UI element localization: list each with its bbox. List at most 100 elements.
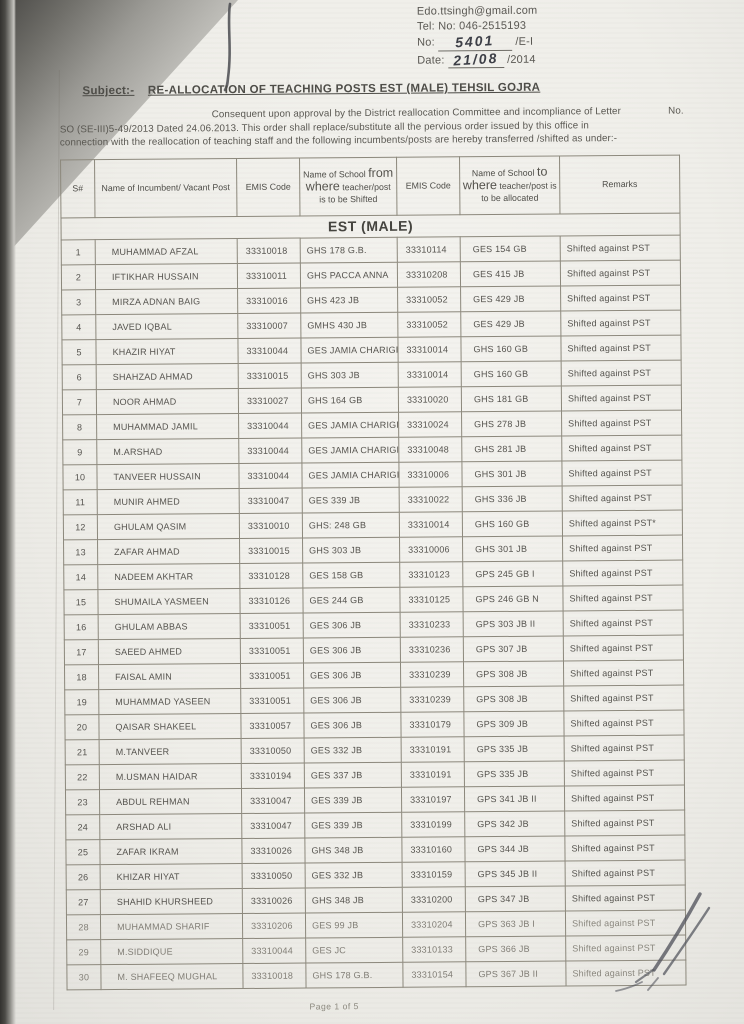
cell-emis-to: 33310114	[397, 236, 461, 263]
cell-school-to: GPS 341 JB II	[464, 785, 565, 812]
handwritten-date: 21/08	[452, 49, 499, 69]
cell-incumbent-name: MUHAMMAD SHARIF	[100, 913, 243, 940]
cell-school-from: GES 339 JB	[304, 812, 402, 838]
cell-remarks: Shifted against PST	[561, 434, 682, 461]
cell-incumbent-name: SAEED AHMED	[98, 638, 241, 665]
cell-remarks: Shifted against PST	[564, 759, 685, 786]
cell-incumbent-name: M.TANVEER	[99, 738, 242, 765]
cell-remarks: Shifted against PST*	[562, 509, 683, 536]
cell-emis-from: 33310194	[241, 762, 305, 789]
cell-emis-to: 33310020	[398, 386, 462, 413]
cell-emis-from: 33310027	[238, 387, 302, 414]
cell-school-from: GHS 178 G.B.	[300, 237, 398, 263]
cell-incumbent-name: MUHAMMAD AFZAL	[95, 238, 238, 265]
cell-school-from: GHS 164 GB	[301, 387, 399, 413]
cell-school-to: GPS 344 JB	[464, 835, 566, 862]
cell-school-to: GPS 342 JB	[464, 810, 565, 837]
cell-school-to: GPS 309 JB	[463, 710, 565, 737]
cell-school-from: GES JAMIA CHARIGIA	[301, 412, 399, 438]
cell-serial: 1	[61, 239, 96, 265]
cell-remarks: Shifted against PST	[564, 734, 685, 761]
cell-emis-to: 33310233	[400, 611, 464, 638]
cell-school-to: GPS 363 JB I	[465, 910, 566, 937]
cell-emis-to: 33310199	[401, 811, 465, 838]
cell-school-to: GHS 301 JB	[461, 460, 563, 487]
cell-emis-to: 33310052	[397, 311, 461, 338]
cell-emis-from: 33310057	[240, 712, 305, 739]
cell-school-from: GHS 423 JB	[300, 287, 398, 313]
cell-serial: 26	[66, 864, 101, 890]
cell-emis-from: 33310050	[241, 737, 305, 764]
cell-school-from: GES 339 JB	[302, 487, 400, 513]
cell-school-to: GHS 278 JB	[461, 410, 562, 437]
date-line: Date: 21/08 /2014	[417, 49, 536, 69]
subject-title: RE-ALLOCATION OF TEACHING POSTS EST (MAL…	[147, 81, 541, 97]
cell-emis-to: 33310133	[402, 936, 466, 963]
cell-school-to: GHS 160 GB	[462, 510, 563, 537]
cell-incumbent-name: M.USMAN HAIDAR	[99, 763, 242, 790]
cell-school-to: GPS 308 JB	[463, 660, 564, 687]
cell-school-to: GHS 301 JB	[462, 535, 563, 562]
cell-school-from: GHS PACCA ANNA	[300, 262, 398, 288]
cell-incumbent-name: SHUMAILA YASMEEN	[97, 588, 241, 615]
cell-emis-to: 33310191	[401, 736, 465, 763]
cell-emis-from: 33310026	[242, 887, 306, 914]
cell-emis-from: 33310011	[237, 262, 301, 289]
cell-emis-from: 33310044	[237, 337, 302, 364]
cell-school-to: GPS 308 JB	[463, 685, 564, 712]
cell-incumbent-name: ZAFAR AHMAD	[97, 538, 240, 565]
cell-incumbent-name: ARSHAD ALI	[99, 813, 242, 840]
col-incumbent-header: Name of Incumbent/ Vacant Post	[94, 158, 237, 218]
cell-incumbent-name: MUHAMMAD JAMIL	[96, 413, 239, 440]
cell-incumbent-name: TANVEER HUSSAIN	[96, 463, 240, 490]
cell-school-from: GES JAMIA CHARIGIA	[301, 462, 400, 488]
cell-remarks: Shifted against PST	[565, 934, 686, 961]
cell-incumbent-name: SHAHZAD AHMAD	[96, 363, 239, 390]
cell-school-to: GHS 181 GB	[461, 385, 562, 412]
cell-emis-to: 33310239	[400, 661, 464, 688]
cell-school-to: GES 429 JB	[460, 285, 561, 312]
cell-school-to: GPS 366 JB	[465, 935, 566, 962]
cell-emis-to: 33310123	[399, 561, 463, 588]
col-emis-from-header: EMIS Code	[236, 157, 300, 217]
posts-table: S# Name of Incumbent/ Vacant Post EMIS C…	[60, 154, 687, 991]
cell-school-to: GPS 335 JB	[464, 760, 565, 787]
cell-serial: 17	[64, 639, 99, 665]
cell-serial: 10	[62, 464, 98, 490]
cell-serial: 12	[63, 514, 98, 540]
cell-incumbent-name: GHULAM ABBAS	[98, 613, 241, 640]
cell-incumbent-name: ABDUL REHMAN	[99, 788, 242, 815]
cell-remarks: Shifted against PST	[562, 584, 684, 611]
cell-incumbent-name: M.SIDDIQUE	[100, 938, 243, 965]
cell-remarks: Shifted against PST	[563, 634, 684, 661]
cell-remarks: Shifted against PST	[561, 359, 682, 386]
cell-emis-from: 33310044	[238, 412, 302, 439]
cell-remarks: Shifted against PST	[560, 284, 681, 311]
cell-school-from: GES 158 GB	[302, 562, 400, 588]
handwritten-ref-no: 5401	[455, 32, 496, 51]
cell-emis-to: 33310006	[398, 461, 463, 488]
table-body: 1 MUHAMMAD AFZAL 33310018 GHS 178 G.B. 3…	[61, 234, 687, 990]
cell-emis-from: 33310044	[242, 937, 306, 964]
cell-emis-from: 33310015	[238, 362, 302, 389]
cell-emis-to: 33310239	[400, 686, 464, 713]
cell-emis-from: 33310047	[241, 787, 305, 814]
cell-emis-from: 33310050	[242, 862, 306, 889]
cell-serial: 23	[65, 789, 100, 815]
cell-school-to: GPS 345 JB II	[465, 860, 566, 887]
contact-block: Edo.ttsingh@gmail.com Tel: No: 046-25151…	[417, 3, 637, 69]
cell-school-from: GES 337 JB	[304, 762, 402, 788]
cell-remarks: Shifted against PST	[560, 334, 682, 361]
cell-emis-to: 33310197	[401, 786, 465, 813]
cell-emis-from: 33310051	[240, 612, 304, 639]
cell-emis-to: 33310125	[399, 586, 464, 613]
cell-serial: 25	[65, 839, 101, 865]
cell-serial: 6	[62, 364, 97, 390]
cell-incumbent-name: JAVED IQBAL	[95, 313, 238, 340]
cell-remarks: Shifted against PST	[563, 609, 684, 636]
cell-school-to: GHS 336 JB	[462, 485, 563, 512]
cell-emis-to: 33310160	[401, 836, 466, 863]
cell-emis-from: 33310010	[239, 512, 303, 539]
cell-school-from: GHS: 248 GB	[302, 512, 400, 538]
